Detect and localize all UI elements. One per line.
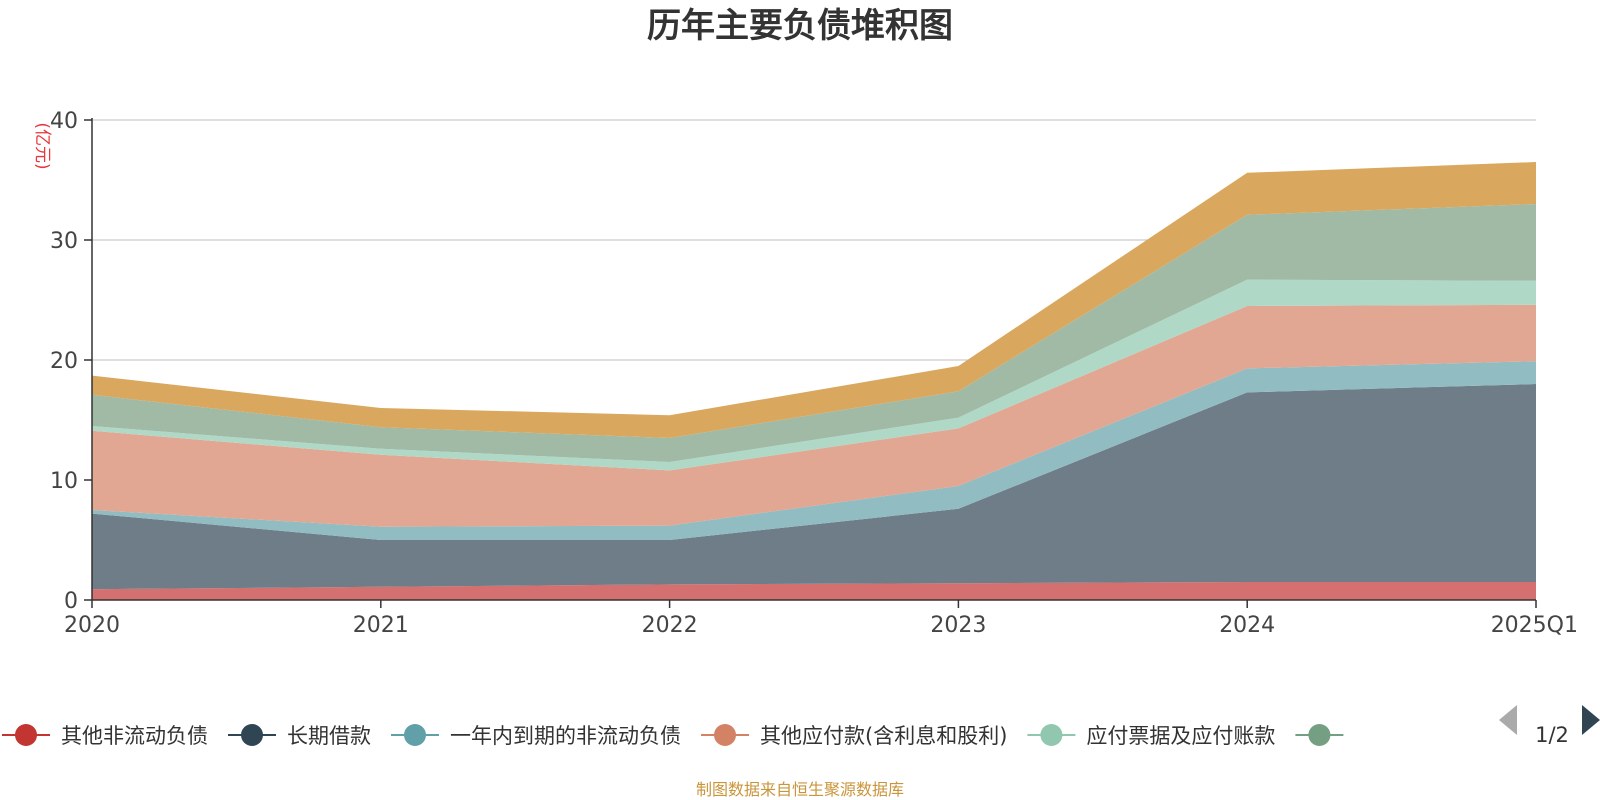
legend-pager: 1/2 bbox=[1499, 705, 1600, 747]
source-note: 制图数据来自恒生聚源数据库 bbox=[696, 780, 904, 799]
area-series-2 bbox=[92, 384, 1536, 590]
legend-item[interactable]: 长期借款 bbox=[228, 724, 371, 748]
area-series-6 bbox=[92, 204, 1536, 462]
x-tick-label: 2020 bbox=[64, 613, 120, 638]
legend-page-indicator: 1/2 bbox=[1535, 723, 1569, 747]
x-tick-label: 2025Q1 bbox=[1491, 613, 1578, 638]
legend: 其他非流动负债 长期借款 一年内到期的非流动负债 其他应付款(含利息和股利) 应付票据及… bbox=[2, 724, 1344, 748]
area-series bbox=[92, 162, 1536, 600]
y-tick-label: 0 bbox=[64, 589, 78, 614]
legend-prev-page-icon[interactable] bbox=[1499, 705, 1517, 735]
legend-marker bbox=[404, 724, 426, 746]
chart-title: 历年主要负债堆积图 bbox=[647, 6, 953, 46]
legend-label: 应付票据及应付账款 bbox=[1086, 724, 1275, 748]
y-tick-label: 30 bbox=[50, 229, 78, 254]
area-series-4 bbox=[92, 304, 1536, 527]
legend-marker bbox=[714, 724, 736, 746]
y-tick-label: 20 bbox=[50, 349, 78, 374]
y-tick-label: 40 bbox=[50, 109, 78, 134]
area-series-3 bbox=[92, 361, 1536, 540]
legend-item[interactable] bbox=[1295, 724, 1344, 746]
x-tick-label: 2023 bbox=[930, 613, 986, 638]
area-series-7 bbox=[92, 162, 1536, 438]
legend-marker bbox=[1040, 724, 1063, 746]
legend-next-page-icon[interactable] bbox=[1582, 705, 1600, 735]
legend-label: 其他非流动负债 bbox=[61, 724, 208, 748]
legend-item[interactable]: 一年内到期的非流动负债 bbox=[391, 724, 681, 748]
legend-label: 一年内到期的非流动负债 bbox=[450, 724, 681, 748]
legend-label: 长期借款 bbox=[287, 724, 371, 748]
area-series-1 bbox=[92, 582, 1536, 600]
legend-marker bbox=[15, 724, 37, 746]
legend-label: 其他应付款(含利息和股利) bbox=[760, 724, 1007, 748]
legend-item[interactable]: 其他应付款(含利息和股利) bbox=[701, 724, 1007, 748]
legend-item[interactable]: 其他非流动负债 bbox=[2, 724, 208, 748]
legend-marker bbox=[241, 724, 263, 746]
x-tick-label: 2024 bbox=[1219, 613, 1275, 638]
axes: 0 10 20 30 40 2020 2021 2022 2023 2024 2025Q1 bbox=[50, 109, 1578, 638]
legend-marker bbox=[1308, 724, 1331, 746]
x-tick-label: 2021 bbox=[353, 613, 409, 638]
legend-item[interactable]: 应付票据及应付账款 bbox=[1027, 724, 1275, 748]
y-tick-label: 10 bbox=[50, 469, 78, 494]
area-series-5 bbox=[92, 279, 1536, 471]
x-tick-label: 2022 bbox=[642, 613, 698, 638]
y-axis-unit-label: (亿元) bbox=[32, 122, 52, 169]
